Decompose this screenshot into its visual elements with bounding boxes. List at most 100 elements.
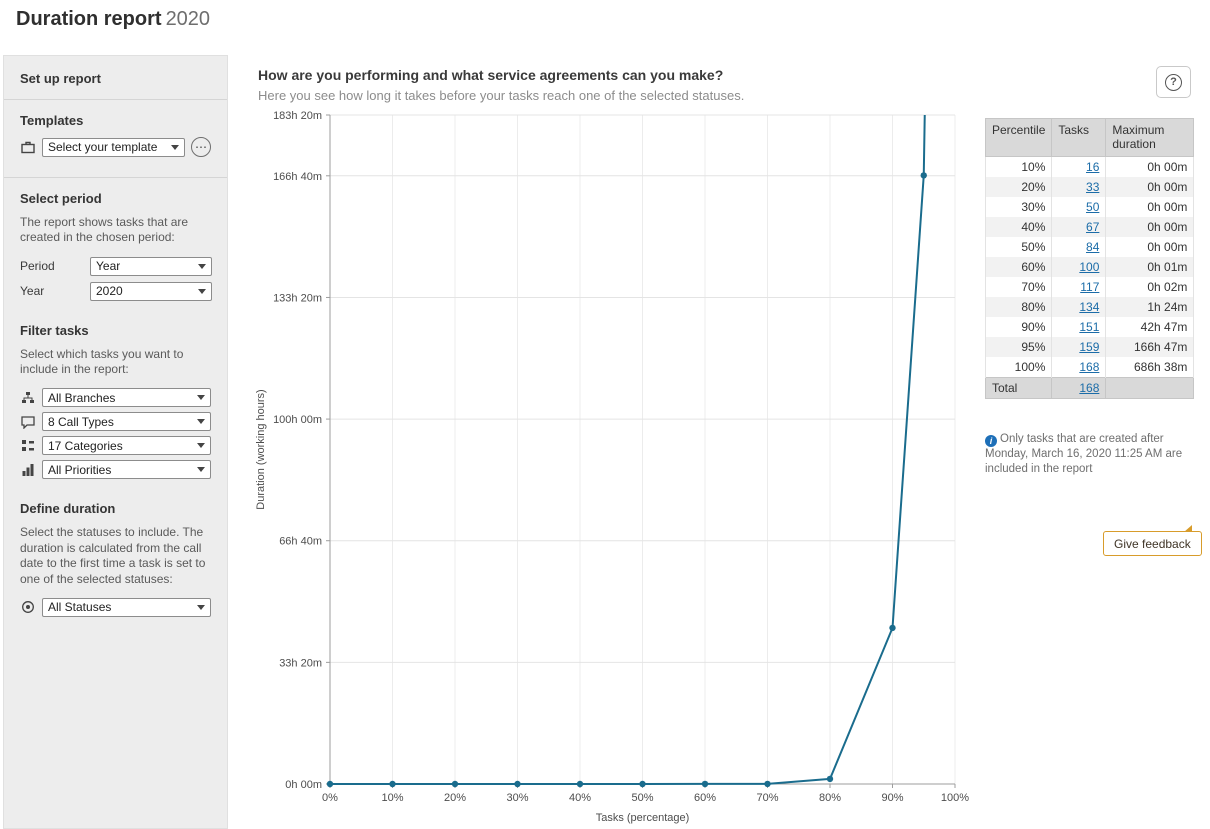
percentile-cell: 80% bbox=[984, 296, 1053, 317]
tasks-link[interactable]: 168 bbox=[1079, 359, 1100, 374]
table-row: 95% 159 166h 47m bbox=[984, 336, 1195, 357]
table-row: 80% 134 1h 24m bbox=[984, 296, 1195, 317]
table-row: 30% 50 0h 00m bbox=[984, 196, 1195, 217]
percentile-cell: 70% bbox=[984, 276, 1053, 297]
priorities-select[interactable]: All Priorities bbox=[42, 460, 211, 480]
percentile-cell: 40% bbox=[984, 216, 1053, 237]
svg-text:33h 20m: 33h 20m bbox=[279, 657, 322, 669]
templates-header: Templates bbox=[20, 113, 84, 128]
col-header-tasks: Tasks bbox=[1051, 118, 1107, 157]
svg-text:100%: 100% bbox=[941, 792, 969, 804]
percentile-cell: 10% bbox=[984, 156, 1053, 177]
tasks-link[interactable]: 84 bbox=[1086, 239, 1100, 254]
year-field-label: Year bbox=[20, 284, 45, 299]
question-mark-icon: ? bbox=[1165, 73, 1182, 91]
tasks-cell: 50 bbox=[1051, 196, 1107, 217]
chevron-down-icon bbox=[197, 604, 205, 610]
year-select[interactable]: 2020 bbox=[90, 281, 212, 301]
table-row: 70% 117 0h 02m bbox=[984, 276, 1195, 297]
year-select-value: 2020 bbox=[96, 284, 123, 299]
statuses-icon bbox=[20, 600, 36, 614]
priorities-icon bbox=[20, 463, 36, 477]
setup-sidebar: Set up report Templates Select your temp… bbox=[3, 55, 228, 829]
svg-text:Duration (working hours): Duration (working hours) bbox=[255, 389, 267, 509]
duration-cell: 0h 00m bbox=[1105, 156, 1195, 177]
tasks-cell: 33 bbox=[1051, 176, 1107, 197]
give-feedback-button[interactable]: Give feedback bbox=[1103, 525, 1202, 556]
duration-cell: 1h 24m bbox=[1105, 296, 1195, 317]
svg-text:166h 40m: 166h 40m bbox=[273, 171, 322, 183]
note-text: Only tasks that are created after Monday… bbox=[985, 433, 1183, 475]
page-title-year: 2020 bbox=[165, 8, 211, 30]
call-types-select-value: 8 Call Types bbox=[48, 414, 114, 429]
categories-icon bbox=[20, 439, 36, 453]
percentile-cell: 30% bbox=[984, 196, 1053, 217]
info-icon: i bbox=[985, 435, 997, 447]
categories-select[interactable]: 17 Categories bbox=[42, 436, 211, 456]
percentile-cell: 95% bbox=[984, 336, 1053, 357]
duration-cell: 686h 38m bbox=[1105, 356, 1195, 378]
percentile-cell: 20% bbox=[984, 176, 1053, 197]
tasks-link[interactable]: 159 bbox=[1079, 339, 1100, 354]
percentile-cell: 100% bbox=[984, 356, 1053, 378]
tasks-link[interactable]: 50 bbox=[1086, 199, 1100, 214]
total-tasks-link[interactable]: 168 bbox=[1079, 380, 1100, 395]
period-select[interactable]: Year bbox=[90, 256, 212, 276]
svg-text:0h 00m: 0h 00m bbox=[285, 779, 322, 791]
duration-cell: 166h 47m bbox=[1105, 336, 1195, 357]
table-row: 20% 33 0h 00m bbox=[984, 176, 1195, 197]
table-header-row: Percentile Tasks Maximum duration bbox=[984, 118, 1195, 157]
tasks-cell: 159 bbox=[1051, 336, 1107, 357]
chevron-down-icon bbox=[198, 263, 206, 269]
percentile-cell: 50% bbox=[984, 236, 1053, 257]
statuses-select[interactable]: All Statuses bbox=[42, 597, 211, 617]
svg-text:70%: 70% bbox=[756, 792, 778, 804]
svg-text:133h 20m: 133h 20m bbox=[273, 292, 322, 304]
percentile-table: Percentile Tasks Maximum duration 10% 16 0… bbox=[984, 118, 1195, 399]
chevron-down-icon bbox=[171, 144, 179, 150]
tasks-cell: 117 bbox=[1051, 276, 1107, 297]
tasks-cell: 151 bbox=[1051, 316, 1107, 337]
tasks-link[interactable]: 67 bbox=[1086, 219, 1100, 234]
svg-text:80%: 80% bbox=[819, 792, 841, 804]
chevron-down-icon bbox=[197, 443, 205, 449]
duration-cell: 0h 00m bbox=[1105, 236, 1195, 257]
help-button[interactable]: ? bbox=[1156, 66, 1191, 98]
branches-select-value: All Branches bbox=[48, 390, 116, 405]
duration-cell: 0h 00m bbox=[1105, 216, 1195, 237]
tasks-link[interactable]: 134 bbox=[1079, 299, 1100, 314]
svg-text:20%: 20% bbox=[444, 792, 466, 804]
duration-cell: 0h 00m bbox=[1105, 176, 1195, 197]
tasks-link[interactable]: 151 bbox=[1079, 319, 1100, 334]
call-types-select[interactable]: 8 Call Types bbox=[42, 412, 211, 432]
report-subtitle: Here you see how long it takes before yo… bbox=[258, 88, 745, 103]
svg-text:40%: 40% bbox=[569, 792, 591, 804]
divider bbox=[4, 177, 227, 178]
template-select[interactable]: Select your template bbox=[42, 137, 185, 157]
tasks-link[interactable]: 117 bbox=[1080, 279, 1100, 294]
duration-cell: 0h 02m bbox=[1105, 276, 1195, 297]
templates-section: Templates Select your template ⋯ bbox=[4, 100, 227, 177]
tasks-cell: 84 bbox=[1051, 236, 1107, 257]
tasks-cell: 16 bbox=[1051, 156, 1107, 177]
svg-text:100h 00m: 100h 00m bbox=[273, 414, 322, 426]
tasks-link[interactable]: 100 bbox=[1079, 259, 1100, 274]
branches-select[interactable]: All Branches bbox=[42, 388, 211, 408]
tasks-cell: 100 bbox=[1051, 256, 1107, 277]
table-row: 50% 84 0h 00m bbox=[984, 236, 1195, 257]
tasks-cell: 168 bbox=[1051, 356, 1107, 378]
total-label: Total bbox=[984, 376, 1053, 399]
tasks-link[interactable]: 16 bbox=[1086, 159, 1100, 174]
total-tasks-cell: 168 bbox=[1051, 376, 1107, 399]
template-more-button[interactable]: ⋯ bbox=[191, 137, 211, 157]
page-title: Duration report 2020 bbox=[16, 8, 210, 31]
percentile-cell: 90% bbox=[984, 316, 1053, 337]
duration-header: Define duration bbox=[20, 501, 116, 517]
page-title-main: Duration report bbox=[16, 8, 162, 30]
tasks-link[interactable]: 33 bbox=[1086, 179, 1100, 194]
duration-cell: 42h 47m bbox=[1105, 316, 1195, 337]
filter-header: Filter tasks bbox=[20, 322, 89, 338]
period-select-value: Year bbox=[96, 259, 121, 274]
svg-text:90%: 90% bbox=[881, 792, 903, 804]
statuses-select-value: All Statuses bbox=[48, 600, 112, 615]
